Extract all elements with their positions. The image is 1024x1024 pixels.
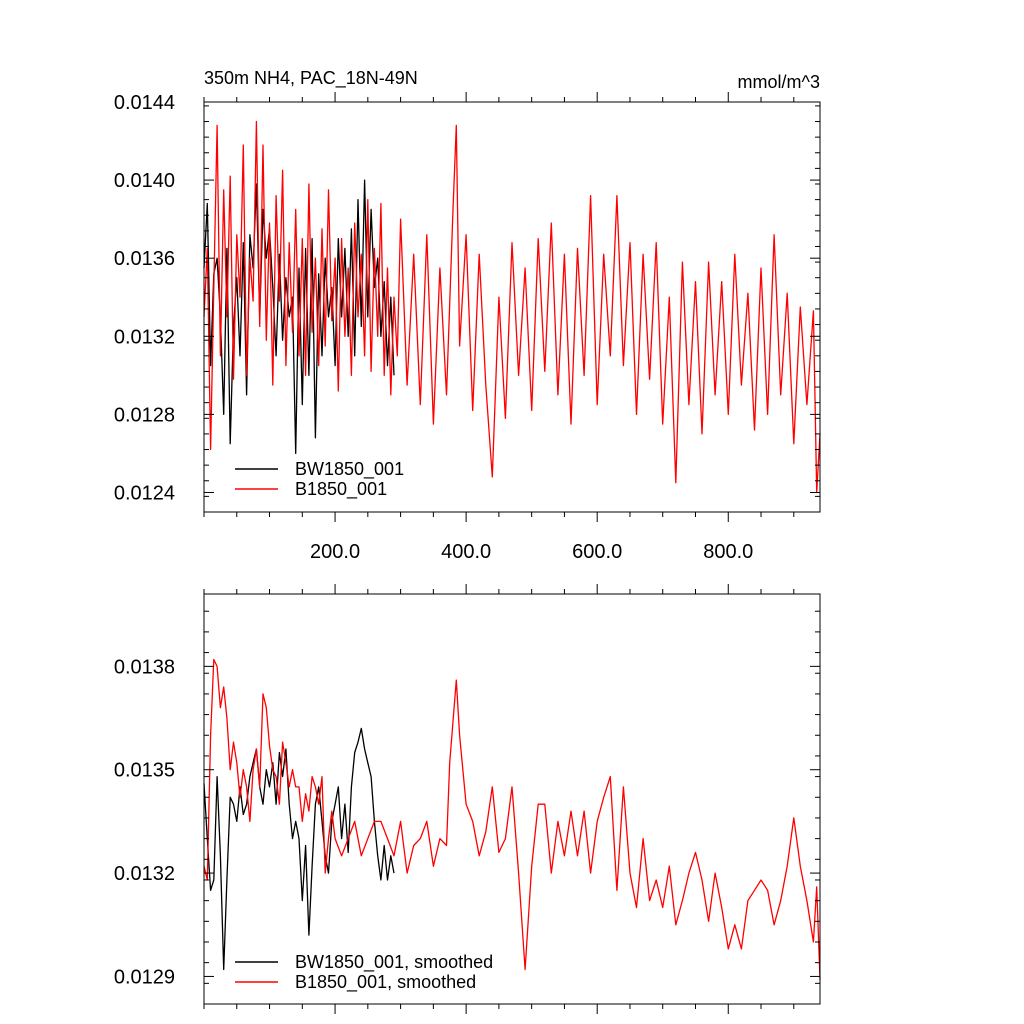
bottom-ytick-label: 0.0138 [114,656,175,678]
bottom-ytick-label: 0.0135 [114,760,175,782]
top-ytick-label: 0.0132 [114,326,175,348]
top-legend-label: BW1850_001 [295,459,404,480]
top-ytick-label: 0.0136 [114,248,175,270]
top-xtick-label: 600.0 [572,541,622,563]
bottom-ytick-label: 0.0132 [114,863,175,885]
top-series-line-1 [203,120,821,494]
top-xtick-label: 400.0 [441,541,491,563]
bottom-ytick-label: 0.0129 [114,966,175,988]
bottom-plot-frame [203,593,821,1005]
top-plot-frame [203,101,821,513]
top-ytick-label: 0.0124 [114,482,175,504]
top-legend-label: B1850_001 [295,479,387,500]
bottom-legend-label: BW1850_001, smoothed [295,952,493,973]
top-ytick-label: 0.0128 [114,404,175,426]
top-ytick-label: 0.0144 [114,92,175,114]
bottom-panel: 0.0138 0.0135 0.0132 0.0129 BW1850_001, smoo… [114,584,821,1014]
bottom-series-line-0 [203,727,395,971]
top-title: 350m NH4, PAC_18N-49N [204,68,418,89]
top-xtick-label: 200.0 [310,541,360,563]
bottom-legend-label: B1850_001, smoothed [295,972,476,993]
top-panel: 350m NH4, PAC_18N-49N mmol/m^3 0.0144 0.0… [114,68,821,563]
top-ytick-label: 0.0140 [114,170,175,192]
top-units: mmol/m^3 [738,72,820,92]
top-xtick-label: 800.0 [703,541,753,563]
bottom-series-line-1 [203,658,821,980]
